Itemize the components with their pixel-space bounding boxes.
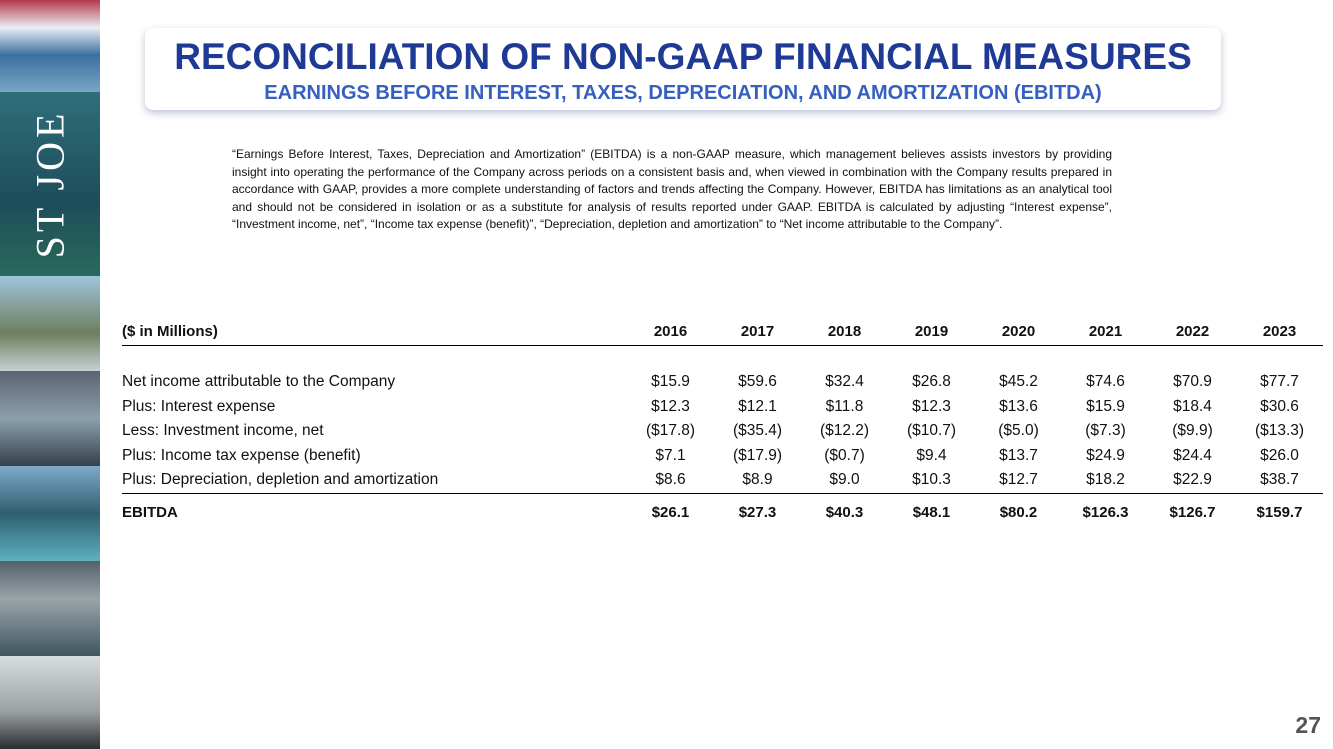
cell: $38.7 (1260, 471, 1299, 489)
cell: 2023 (1236, 318, 1323, 346)
cell: $12.3 (651, 397, 690, 415)
logo-text: ST JOE (27, 109, 73, 259)
cell: $40.3 (801, 492, 888, 531)
cell: $24.4 (1173, 446, 1212, 464)
cell: $30.6 (1260, 397, 1299, 415)
title-box: RECONCILIATION OF NON-GAAP FINANCIAL MEA… (145, 28, 1221, 110)
cell: ($0.7) (824, 446, 865, 464)
page-number: 27 (1295, 712, 1321, 738)
cell: $70.9 (1173, 373, 1212, 391)
cell: ($7.3) (1085, 422, 1126, 440)
cell: $12.1 (738, 397, 777, 415)
photo-strip (0, 0, 100, 749)
logo: ST JOE (0, 92, 100, 276)
row-label: Plus: Interest expense (122, 397, 276, 415)
row-label: Plus: Income tax expense (benefit) (122, 446, 361, 464)
row-label: Net income attributable to the Company (122, 373, 396, 391)
cell: $77.7 (1260, 373, 1299, 391)
table-row: ($ in Millions) 2016 2017 2018 2019 2020 2021 2… (122, 318, 1323, 346)
cell: $9.4 (916, 446, 947, 464)
description: “Earnings Before Interest, Taxes, Deprec… (232, 147, 1112, 232)
subtitle: EARNINGS BEFORE INTEREST, TAXES, DEPRECI… (264, 82, 1102, 104)
row-label: ($ in Millions) (122, 318, 627, 346)
cell: 2020 (975, 318, 1062, 346)
row-label: Less: Investment income, net (122, 422, 324, 440)
row-label: EBITDA (122, 492, 627, 531)
ebitda-table: ($ in Millions) 2016 2017 2018 2019 2020 2021 2… (122, 318, 1323, 531)
table-row: Less: Investment income, net ($17.8) ($35.… (122, 419, 1323, 444)
cell: ($10.7) (906, 422, 957, 440)
cell: 2021 (1062, 318, 1149, 346)
cell: $27.3 (714, 492, 801, 531)
cell: $10.3 (912, 471, 951, 489)
cell: $13.6 (999, 397, 1038, 415)
cell: $22.9 (1173, 471, 1212, 489)
cell: $26.0 (1260, 446, 1299, 464)
cell: $11.8 (825, 397, 864, 415)
cell: ($5.0) (998, 422, 1039, 440)
cell: $48.1 (888, 492, 975, 531)
cell: ($35.4) (732, 422, 783, 440)
cell: $159.7 (1236, 492, 1323, 531)
cell: $26.1 (627, 492, 714, 531)
cell: 2016 (627, 318, 714, 346)
table-row: EBITDA $26.1 $27.3 $40.3 $48.1 $80.2 $126.3 $12… (122, 492, 1323, 531)
cell: ($9.9) (1172, 422, 1213, 440)
cell: ($17.8) (645, 422, 696, 440)
spacer (122, 346, 1323, 371)
cell: $80.2 (975, 492, 1062, 531)
title: RECONCILIATION OF NON-GAAP FINANCIAL MEA… (174, 36, 1192, 77)
cell: $12.3 (912, 397, 951, 415)
cell: $126.7 (1149, 492, 1236, 531)
table-row: Plus: Income tax expense (benefit) $7.1 ($… (122, 444, 1323, 469)
cell: 2019 (888, 318, 975, 346)
cell: $9.0 (829, 471, 860, 489)
cell: $18.2 (1086, 471, 1125, 489)
cell: 2022 (1149, 318, 1236, 346)
cell: $8.6 (655, 471, 686, 489)
cell: $7.1 (655, 446, 686, 464)
cell: $59.6 (738, 373, 777, 391)
cell: $45.2 (999, 373, 1038, 391)
cell: $15.9 (651, 373, 690, 391)
cell: 2017 (714, 318, 801, 346)
table-row: Plus: Depreciation, depletion and amorti… (122, 468, 1323, 493)
cell: ($12.2) (819, 422, 870, 440)
cell: $12.7 (999, 471, 1038, 489)
cell: 2018 (801, 318, 888, 346)
cell: $18.4 (1173, 397, 1212, 415)
cell: $8.9 (742, 471, 773, 489)
row-label: Plus: Depreciation, depletion and amorti… (122, 471, 439, 489)
cell: $13.7 (999, 446, 1038, 464)
table-row: Plus: Interest expense $12.3 $12.1 $11.8 $12… (122, 395, 1323, 420)
cell: $32.4 (825, 373, 864, 391)
cell: ($17.9) (732, 446, 783, 464)
cell: $15.9 (1086, 397, 1125, 415)
cell: $24.9 (1086, 446, 1125, 464)
cell: ($13.3) (1254, 422, 1305, 440)
cell: $74.6 (1086, 373, 1125, 391)
cell: $26.8 (912, 373, 951, 391)
table-row: Net income attributable to the Company $1… (122, 370, 1323, 395)
cell: $126.3 (1062, 492, 1149, 531)
